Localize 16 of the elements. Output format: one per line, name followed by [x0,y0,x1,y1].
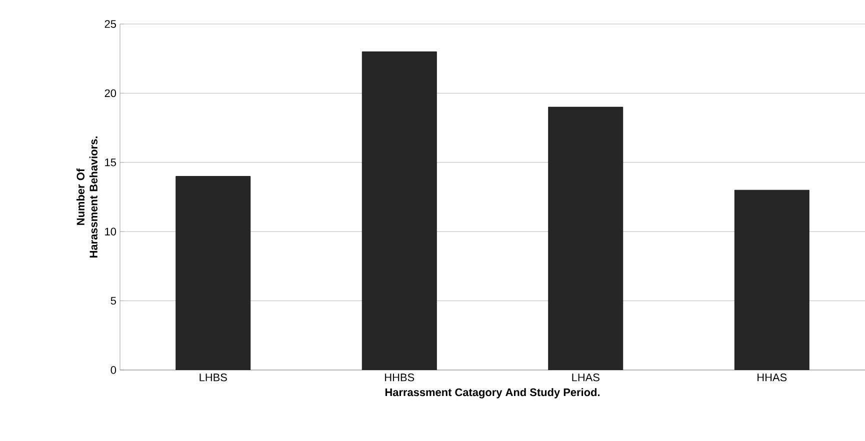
x-tick-label: HHAS [758,374,787,382]
bar [734,190,810,370]
bar [362,51,437,370]
y-tick-label: 5 [110,296,116,305]
y-tick-label: 15 [105,158,116,166]
y-tick-label: 10 [105,228,116,236]
x-tick-label: HHBS [385,374,414,382]
bar [548,106,624,370]
x-tick-label: LHBS [200,374,227,382]
y-tick-label: 20 [104,89,116,98]
y-tick-label: 0 [110,366,116,374]
x-tick-label: LHAS [572,374,600,382]
y-tick-label: 25 [104,20,116,28]
bar [176,176,251,370]
y-axis-title: Number Of Harassment Behaviors. [76,136,98,258]
x-axis-title: Harrassment Catagory And Study Period. [385,388,600,398]
